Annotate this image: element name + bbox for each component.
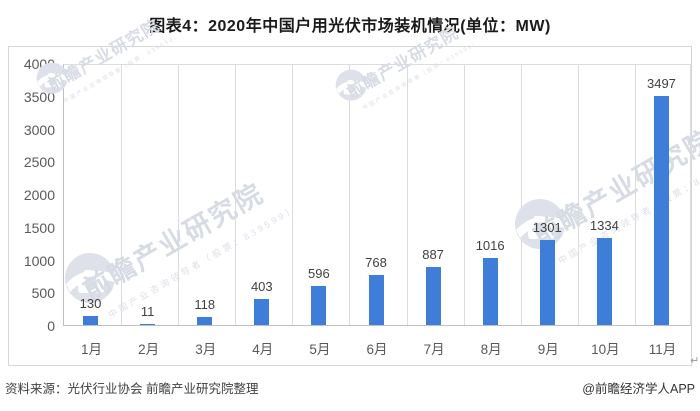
vertical-gridline bbox=[521, 65, 522, 325]
x-tick-label: 4月 bbox=[252, 342, 274, 357]
vertical-gridline bbox=[178, 65, 179, 325]
vertical-gridline bbox=[464, 65, 465, 325]
x-tick-label: 7月 bbox=[423, 342, 445, 357]
y-tick-label: 4000 bbox=[23, 56, 55, 72]
x-tick-label: 11月 bbox=[648, 342, 677, 357]
y-tick-label: 3500 bbox=[23, 88, 55, 105]
y-tick-label: 3000 bbox=[23, 121, 55, 138]
vertical-gridline bbox=[121, 65, 122, 325]
x-tick-label: 5月 bbox=[309, 342, 331, 357]
plot-area bbox=[63, 64, 691, 326]
vertical-gridline bbox=[292, 65, 293, 325]
x-tick-label: 8月 bbox=[480, 342, 502, 357]
x-tick-label: 6月 bbox=[366, 342, 388, 357]
x-tick-label: 10月 bbox=[591, 342, 620, 357]
vertical-gridline bbox=[349, 65, 350, 325]
vertical-gridline bbox=[635, 65, 636, 325]
credit-text: @前瞻经济学人APP bbox=[582, 382, 695, 396]
x-tick-label: 3月 bbox=[195, 342, 217, 357]
source-text: 资料来源：光伏行业协会 前瞻产业研究院整理 bbox=[5, 382, 259, 396]
chart-title: 图表4：2020年中国户用光伏市场装机情况(单位：MW) bbox=[149, 18, 551, 35]
y-tick-label: 1500 bbox=[23, 219, 55, 236]
vertical-gridline bbox=[235, 65, 236, 325]
y-tick-label: 1000 bbox=[23, 252, 55, 269]
chart-area: 0 500 1000 1500 2000 2500 3000 3500 4000 1月 2月 3月 4… bbox=[8, 46, 692, 366]
x-tick-label: 2月 bbox=[138, 342, 160, 357]
vertical-gridline bbox=[578, 65, 579, 325]
y-tick-label: 2000 bbox=[23, 187, 55, 203]
return-mark: ↵ bbox=[690, 355, 700, 367]
x-tick-label: 9月 bbox=[537, 342, 559, 357]
y-tick-label: 0 bbox=[47, 318, 55, 334]
y-tick-label: 500 bbox=[31, 285, 55, 302]
y-tick-label: 2500 bbox=[23, 154, 55, 171]
vertical-gridline bbox=[407, 65, 408, 325]
x-tick-label: 1月 bbox=[81, 342, 103, 357]
